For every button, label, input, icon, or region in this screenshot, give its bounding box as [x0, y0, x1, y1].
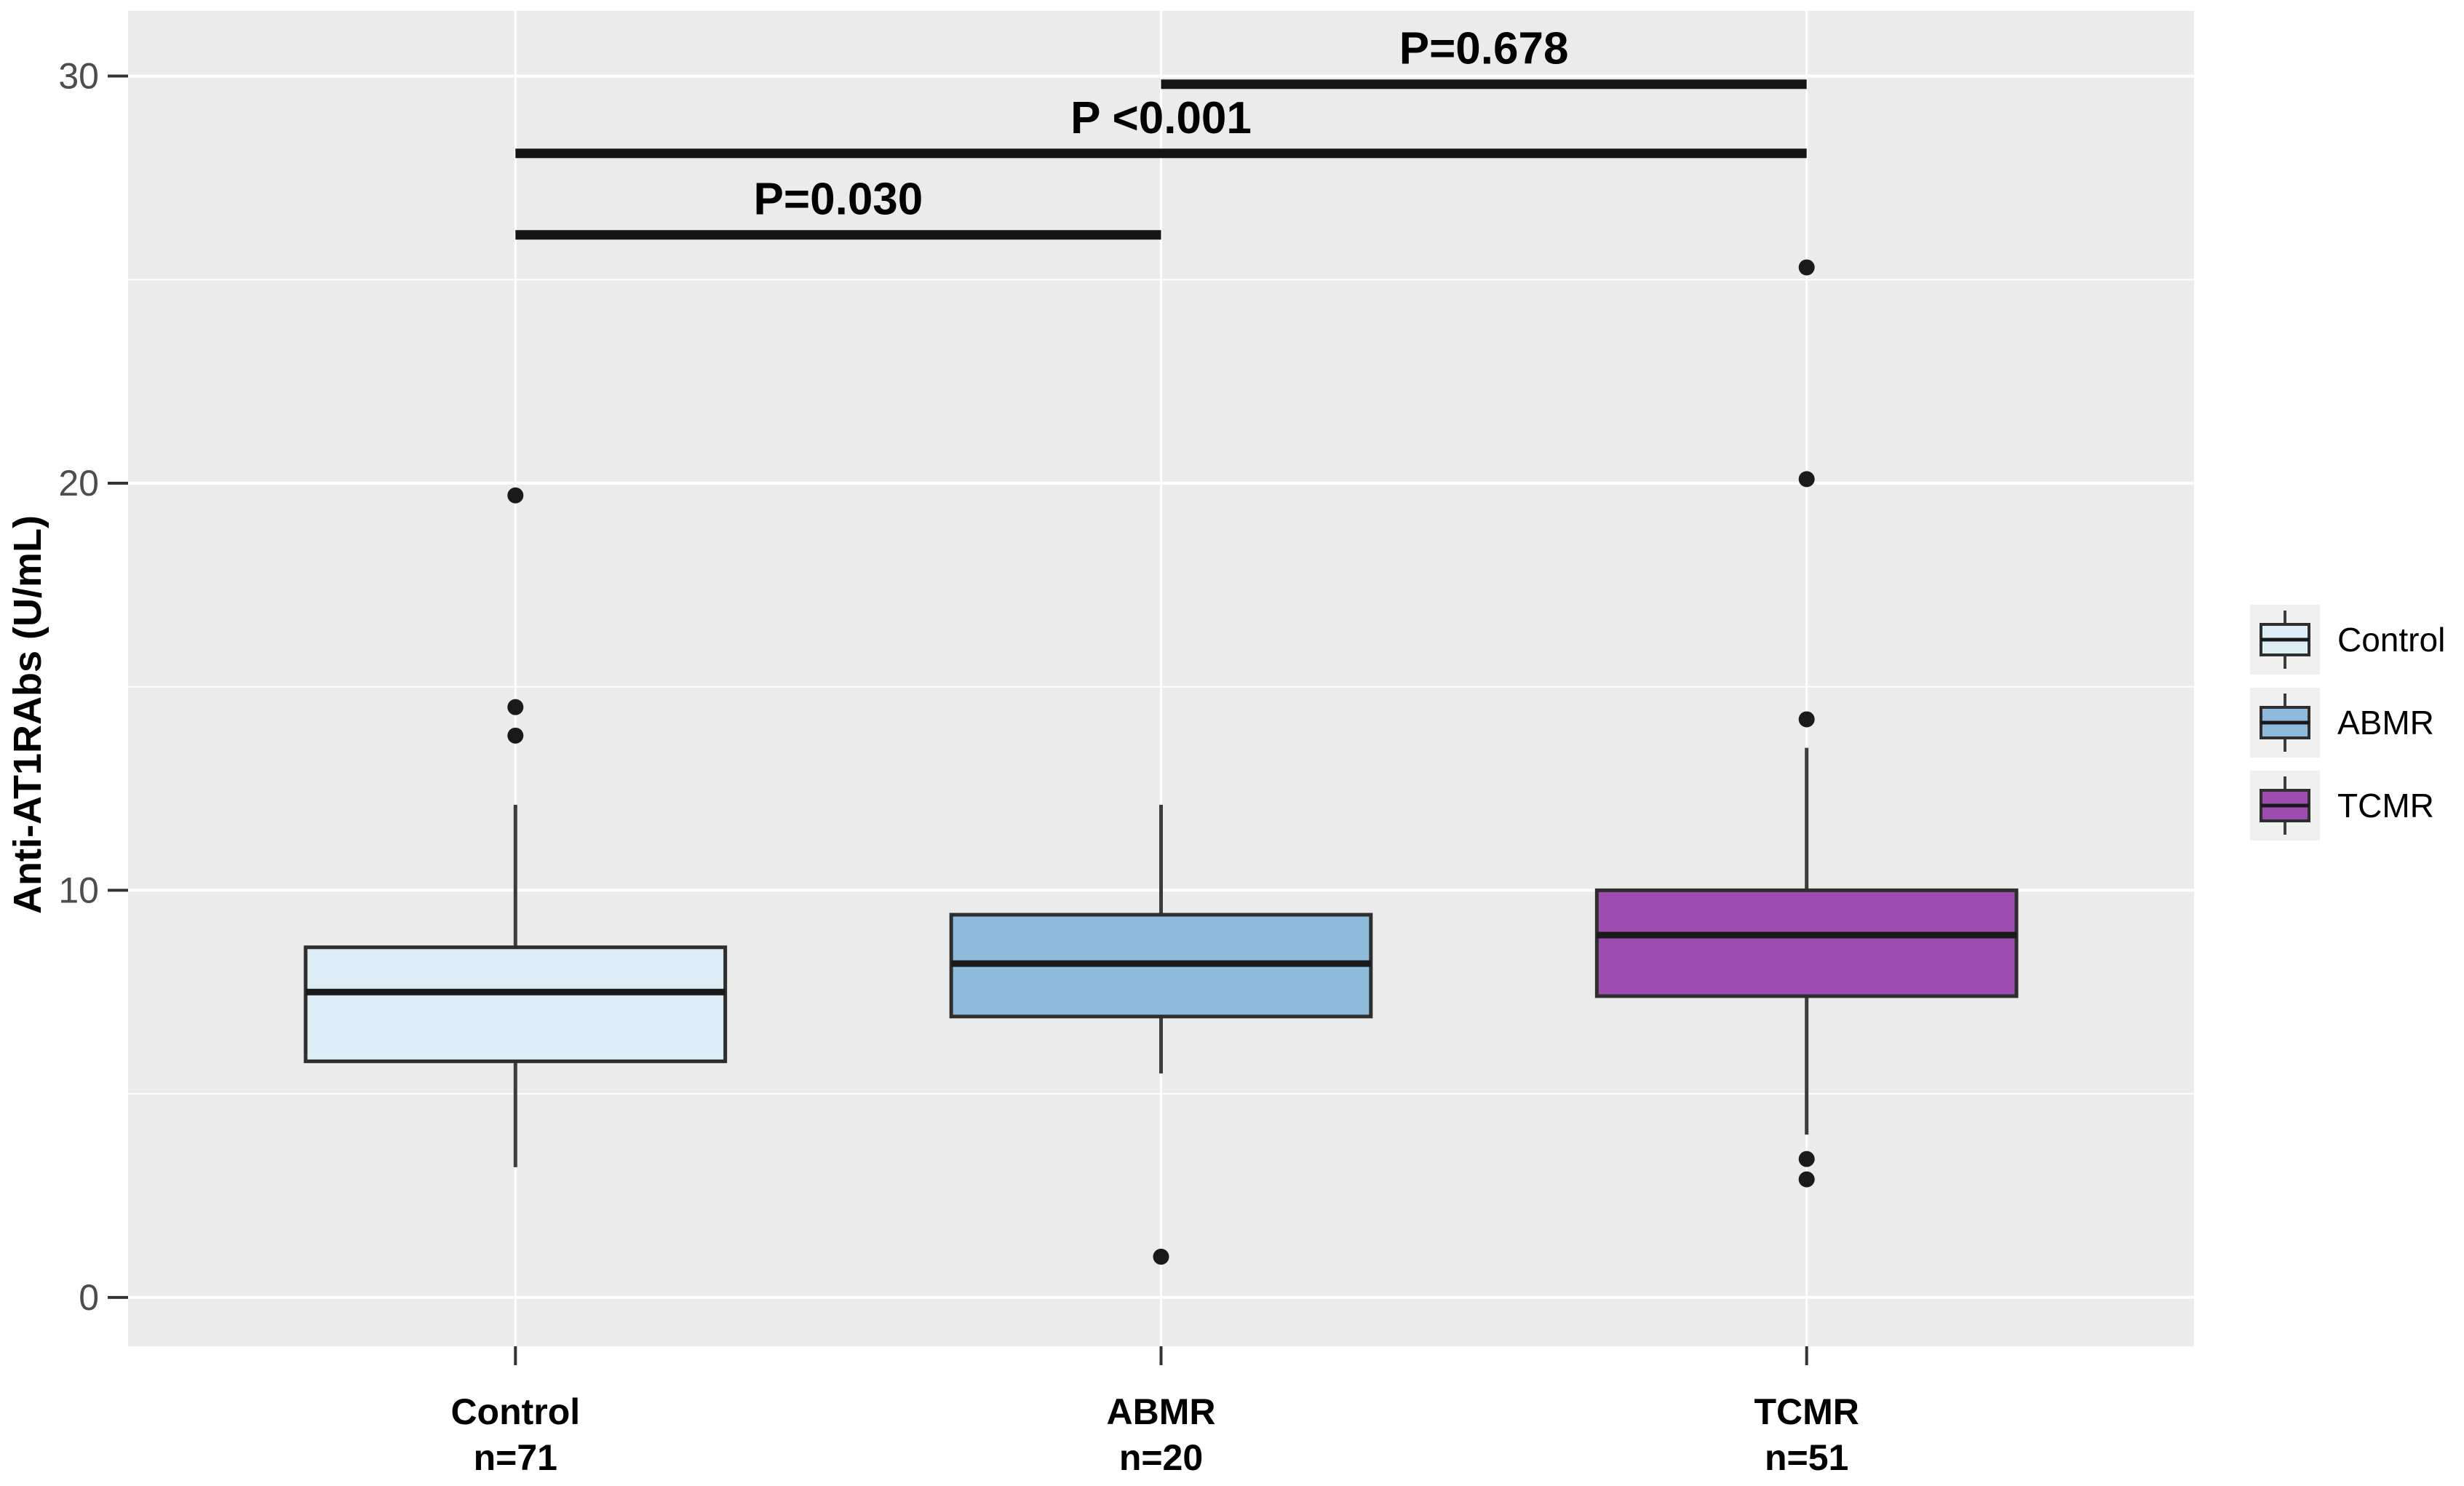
- outlier-point: [1798, 259, 1815, 276]
- outlier-point: [507, 699, 524, 715]
- outlier-point: [1798, 711, 1815, 728]
- legend-entry-tcmr: TCMR: [2250, 771, 2434, 841]
- significance-label: P <0.001: [1070, 93, 1252, 143]
- outlier-point: [507, 487, 524, 504]
- y-tick-label: 0: [79, 1277, 99, 1318]
- outlier-point: [507, 727, 524, 744]
- significance-label: P=0.678: [1399, 24, 1569, 74]
- y-tick-label: 20: [58, 463, 99, 504]
- iqr-box: [1594, 888, 2019, 998]
- y-tick-label: 10: [58, 870, 99, 910]
- x-group-n-label: n=71: [474, 1437, 557, 1478]
- legend-label: TCMR: [2337, 787, 2434, 825]
- outlier-point: [1798, 1171, 1815, 1188]
- x-group-label: Control: [450, 1391, 580, 1432]
- x-group-label: TCMR: [1754, 1391, 1859, 1432]
- legend-entry-control: Control: [2250, 605, 2445, 675]
- x-group-label: ABMR: [1107, 1391, 1216, 1432]
- significance-label: P=0.030: [754, 175, 923, 225]
- y-tick-label: 30: [58, 56, 99, 97]
- legend-entry-abmr: ABMR: [2250, 688, 2434, 758]
- legend-label: Control: [2337, 621, 2445, 659]
- boxplot-group-abmr: [949, 804, 1373, 1265]
- outlier-point: [1153, 1248, 1169, 1265]
- boxplot-group-control: [303, 487, 728, 1167]
- axis-layer: 0 10 20 30 Control n=71 ABMR n=20 TCMR n=51: [58, 56, 1859, 1478]
- significance-layer: P=0.030 P <0.001 P=0.678: [515, 24, 1807, 240]
- boxplot-layer: [303, 259, 2019, 1265]
- iqr-box: [303, 945, 728, 1063]
- legend-label: ABMR: [2337, 704, 2434, 742]
- x-group-n-label: n=51: [1765, 1437, 1848, 1478]
- y-axis-title: Anti-AT1RAbs (U/mL): [6, 515, 49, 914]
- x-group-n-label: n=20: [1119, 1437, 1203, 1478]
- boxplot-group-tcmr: [1594, 259, 2019, 1188]
- outlier-point: [1798, 471, 1815, 488]
- outlier-point: [1798, 1151, 1815, 1167]
- legend-layer: Control ABMR TCMR: [2250, 605, 2445, 841]
